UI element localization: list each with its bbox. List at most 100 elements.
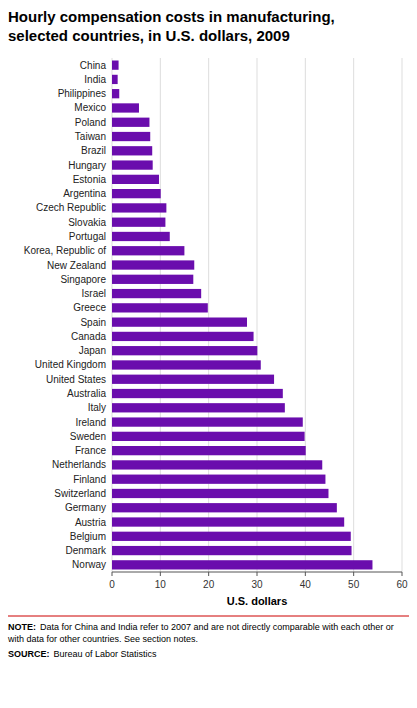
category-label: Greece	[73, 302, 106, 313]
note-text: Bureau of Labor Statistics	[54, 649, 158, 659]
note-text: Data for China and India refer to 2007 a…	[7, 622, 394, 644]
tick-mark	[353, 572, 354, 576]
bar	[112, 532, 351, 541]
category-label: Taiwan	[75, 131, 106, 142]
x-axis-label: U.S. dollars	[227, 595, 288, 607]
bar	[112, 432, 305, 441]
bar	[112, 417, 303, 426]
category-label: Estonia	[73, 174, 107, 185]
grid	[112, 58, 402, 572]
tick-mark	[160, 572, 161, 576]
bar	[112, 517, 344, 526]
bar	[112, 289, 201, 298]
category-label: Sweden	[70, 431, 106, 442]
bar	[112, 132, 150, 141]
bar	[112, 560, 372, 569]
tick-label: 50	[348, 579, 360, 590]
bar	[112, 203, 166, 212]
category-label: New Zealand	[47, 260, 106, 271]
bar	[112, 75, 118, 84]
category-label: United Kingdom	[35, 359, 106, 370]
background	[0, 0, 417, 708]
category-label: Hungary	[68, 160, 106, 171]
tick-label: 10	[155, 579, 167, 590]
tick-label: 0	[109, 579, 115, 590]
tick-label: 30	[251, 579, 263, 590]
bar	[112, 389, 283, 398]
category-label: Italy	[88, 402, 106, 413]
category-label: Canada	[71, 331, 106, 342]
note-line: Bureau of Labor Statistics	[54, 649, 158, 659]
category-label: Austria	[75, 517, 107, 528]
note-line: with data for other countries. See secti…	[7, 634, 198, 644]
bar	[112, 303, 208, 312]
bar	[112, 475, 325, 484]
title: Hourly compensation costs in manufacturi…	[8, 8, 335, 25]
bar	[112, 103, 139, 112]
chart: Hourly compensation costs in manufacturi…	[0, 0, 417, 708]
category-label: France	[75, 445, 107, 456]
tick-label: 20	[203, 579, 215, 590]
category-label: Philippines	[58, 88, 106, 99]
grid-line	[353, 58, 354, 572]
category-label: Mexico	[74, 102, 106, 113]
y-labels: ChinaIndiaPhilippinesMexicoPolandTaiwanB…	[24, 60, 107, 571]
bar	[112, 118, 149, 127]
category-label: Switzerland	[54, 488, 106, 499]
bar	[112, 232, 170, 241]
bar	[112, 546, 352, 555]
tick-mark	[305, 572, 306, 576]
tick-label: 40	[300, 579, 312, 590]
bar	[112, 89, 119, 98]
tick-mark	[402, 572, 403, 576]
bar	[112, 375, 274, 384]
bar	[112, 218, 165, 227]
category-label: Brazil	[81, 145, 106, 156]
category-label: Germany	[65, 502, 106, 513]
bar	[112, 160, 153, 169]
bar	[112, 260, 194, 269]
bar	[112, 175, 159, 184]
category-label: Portugal	[69, 231, 106, 242]
bar	[112, 446, 306, 455]
note-label: SOURCE:	[8, 649, 50, 659]
bar	[112, 489, 328, 498]
grid-line	[402, 58, 403, 572]
bar	[112, 189, 161, 198]
bar	[112, 332, 254, 341]
category-label: Japan	[79, 345, 106, 356]
x-ticks: 0 10 20 30 40 50 60	[109, 572, 408, 590]
note-label: NOTE:	[8, 622, 36, 632]
category-label: United States	[46, 374, 106, 385]
category-label: Slovakia	[68, 217, 106, 228]
category-label: Korea, Republic of	[24, 245, 106, 256]
bar	[112, 403, 285, 412]
category-label: Spain	[80, 317, 106, 328]
x-axis-line	[112, 572, 402, 573]
category-label: Norway	[72, 559, 106, 570]
category-label: Israel	[82, 288, 106, 299]
bar	[112, 346, 257, 355]
category-label: Netherlands	[52, 459, 106, 470]
bar	[112, 460, 322, 469]
category-label: India	[84, 74, 106, 85]
tick-mark	[257, 572, 258, 576]
bar	[112, 146, 152, 155]
category-label: Belgium	[70, 531, 106, 542]
bar	[112, 275, 193, 284]
bar	[112, 60, 119, 69]
tick-mark	[112, 572, 113, 576]
category-label: Poland	[75, 117, 106, 128]
category-label: Argentina	[63, 188, 106, 199]
tick-mark	[208, 572, 209, 576]
note-line: Data for China and India refer to 2007 a…	[40, 622, 394, 632]
tick-label: 60	[396, 579, 408, 590]
bar	[112, 246, 184, 255]
category-label: Ireland	[75, 417, 106, 428]
bar	[112, 360, 261, 369]
bar	[112, 317, 247, 326]
separator	[8, 616, 409, 617]
category-label: Australia	[67, 388, 106, 399]
category-label: Czech Republic	[36, 202, 106, 213]
category-label: Finland	[73, 474, 106, 485]
